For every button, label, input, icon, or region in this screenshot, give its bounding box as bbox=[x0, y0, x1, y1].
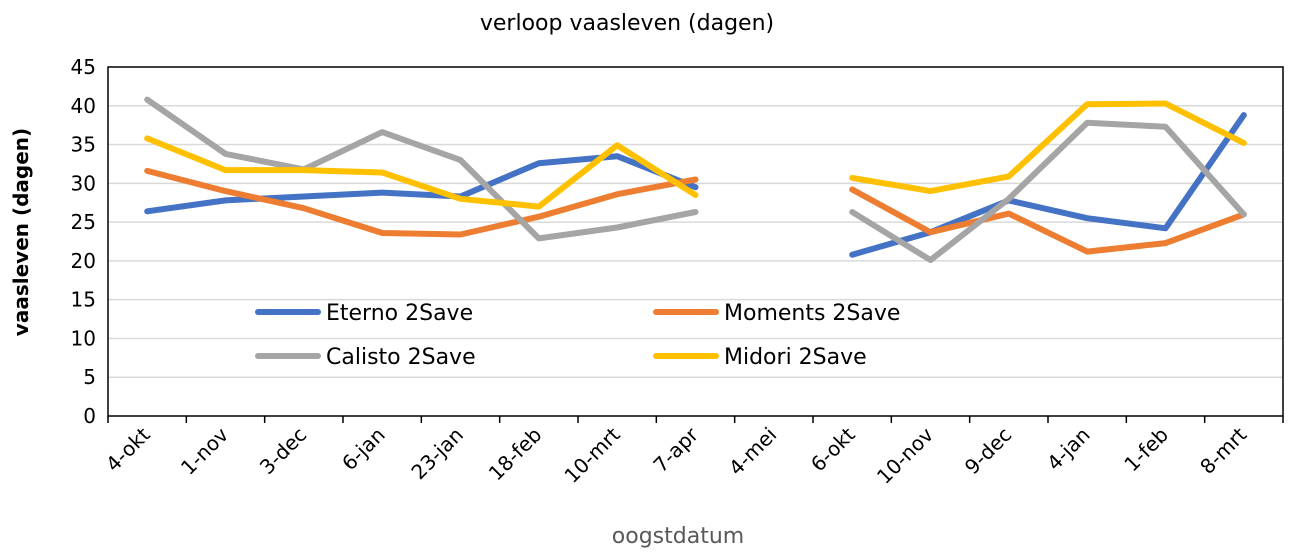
y-tick-label: 10 bbox=[71, 326, 96, 350]
y-tick-label: 15 bbox=[71, 288, 96, 312]
x-tick-label: 4-jan bbox=[1042, 423, 1095, 476]
series-lines bbox=[144, 96, 1247, 264]
x-tick-label: 7-apr bbox=[648, 422, 703, 477]
x-axis-ticks: 4-okt 1-nov 3-dec 6-jan 23-jan 18-feb 10-mrt 7-… bbox=[101, 416, 1284, 489]
y-tick-label: 0 bbox=[83, 404, 96, 428]
x-tick-label: 10-mrt bbox=[559, 422, 624, 487]
x-tick-label: 4-mei bbox=[724, 423, 781, 480]
series-line-3 bbox=[144, 100, 1247, 210]
x-tick-label: 6-okt bbox=[806, 422, 860, 476]
legend-label-3: Midori 2Save bbox=[724, 345, 867, 370]
x-axis-label: oogstdatum bbox=[612, 524, 744, 549]
x-tick-label: 10-nov bbox=[872, 422, 938, 488]
x-tick-label: 1-feb bbox=[1119, 423, 1173, 477]
x-tick-label: 9-dec bbox=[960, 423, 1017, 480]
x-tick-label: 4-okt bbox=[101, 422, 155, 476]
y-tick-label: 35 bbox=[71, 133, 96, 157]
x-tick-label: 3-dec bbox=[255, 423, 312, 480]
y-tick-label: 5 bbox=[83, 365, 96, 389]
gridlines bbox=[108, 105, 1283, 378]
x-tick-label: 18-feb bbox=[484, 423, 547, 486]
legend-label-1: Moments 2Save bbox=[724, 301, 900, 326]
x-tick-label: 23-jan bbox=[406, 423, 468, 485]
y-tick-label: 45 bbox=[71, 55, 96, 79]
series-line-2 bbox=[144, 96, 1247, 264]
x-tick-label: 1-nov bbox=[176, 422, 233, 479]
plot-area-border bbox=[107, 66, 1284, 417]
x-tick-label: 8-mrt bbox=[1195, 422, 1251, 478]
y-tick-label: 40 bbox=[71, 94, 96, 118]
series-line-1 bbox=[144, 167, 1247, 255]
y-tick-label: 25 bbox=[71, 210, 96, 234]
y-axis-label: vaasleven (dagen) bbox=[9, 128, 33, 336]
legend-label-0: Eterno 2Save bbox=[326, 301, 473, 326]
y-tick-label: 30 bbox=[71, 171, 96, 195]
chart-title: verloop vaasleven (dagen) bbox=[480, 11, 774, 36]
legend-label-2: Calisto 2Save bbox=[326, 345, 476, 370]
y-axis-ticks: 0 5 10 15 20 25 30 35 40 45 bbox=[71, 55, 96, 428]
series-line-0 bbox=[144, 112, 1247, 258]
x-tick-label: 6-jan bbox=[337, 423, 390, 476]
legend: Eterno 2Save Moments 2Save Calisto 2Save Mi… bbox=[255, 301, 900, 370]
y-tick-label: 20 bbox=[71, 249, 96, 273]
